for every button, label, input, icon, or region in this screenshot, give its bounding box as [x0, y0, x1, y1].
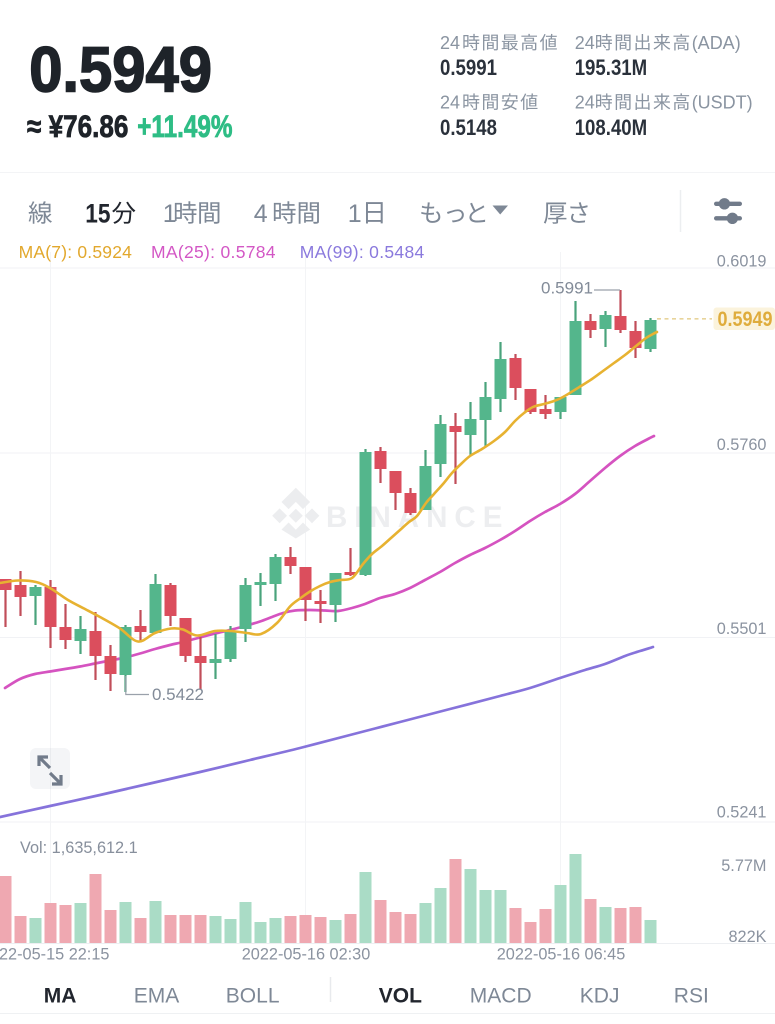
svg-text:MA: MA	[44, 985, 77, 1008]
svg-text:KDJ: KDJ	[580, 985, 620, 1008]
svg-text:2022-05-16 06:45: 2022-05-16 06:45	[497, 946, 626, 964]
svg-text:BOLL: BOLL	[226, 985, 280, 1008]
svg-text:+11.49%: +11.49%	[137, 109, 232, 144]
svg-text:24: 24	[440, 93, 460, 113]
svg-text:MA(99): 0.5484: MA(99): 0.5484	[300, 242, 425, 262]
svg-text:1: 1	[348, 200, 362, 228]
svg-text:22-05-15 22:15: 22-05-15 22:15	[0, 946, 109, 964]
svg-text:MA(7): 0.5924: MA(7): 0.5924	[19, 242, 133, 262]
svg-text:Vol: 1,635,612.1: Vol: 1,635,612.1	[20, 839, 138, 857]
svg-text:0.5501: 0.5501	[717, 620, 767, 638]
svg-text:≈ ¥76.86: ≈ ¥76.86	[27, 110, 128, 145]
svg-text:0.5760: 0.5760	[717, 436, 767, 454]
svg-text:24: 24	[575, 33, 595, 53]
svg-text:0.5991: 0.5991	[541, 279, 593, 298]
svg-text:0.6019: 0.6019	[717, 253, 767, 271]
svg-text:15: 15	[85, 198, 110, 228]
svg-text:2022-05-16 02:30: 2022-05-16 02:30	[242, 946, 371, 964]
svg-text:0.5949: 0.5949	[29, 34, 212, 105]
svg-text:1: 1	[163, 200, 177, 228]
svg-text:0.5422: 0.5422	[152, 685, 204, 704]
svg-text:5.77M: 5.77M	[721, 857, 766, 875]
svg-text:MA(25): 0.5784: MA(25): 0.5784	[151, 242, 276, 262]
svg-text:(ADA): (ADA)	[692, 33, 741, 53]
svg-text:0.5949: 0.5949	[718, 308, 773, 332]
svg-text:195.31M: 195.31M	[575, 57, 647, 81]
svg-text:RSI: RSI	[674, 985, 709, 1008]
svg-text:0.5241: 0.5241	[717, 804, 767, 822]
svg-text:BINANCE: BINANCE	[326, 501, 509, 534]
svg-text:24: 24	[440, 33, 460, 53]
svg-text:(USDT): (USDT)	[692, 93, 753, 113]
svg-text:108.40M: 108.40M	[575, 117, 647, 141]
svg-text:822K: 822K	[728, 928, 766, 946]
svg-text:MACD: MACD	[470, 985, 532, 1008]
svg-text:0.5991: 0.5991	[440, 57, 497, 81]
svg-text:4: 4	[254, 200, 268, 228]
svg-text:EMA: EMA	[134, 985, 180, 1008]
svg-text:24: 24	[575, 93, 595, 113]
svg-text:VOL: VOL	[379, 985, 422, 1008]
svg-text:0.5148: 0.5148	[440, 117, 497, 141]
